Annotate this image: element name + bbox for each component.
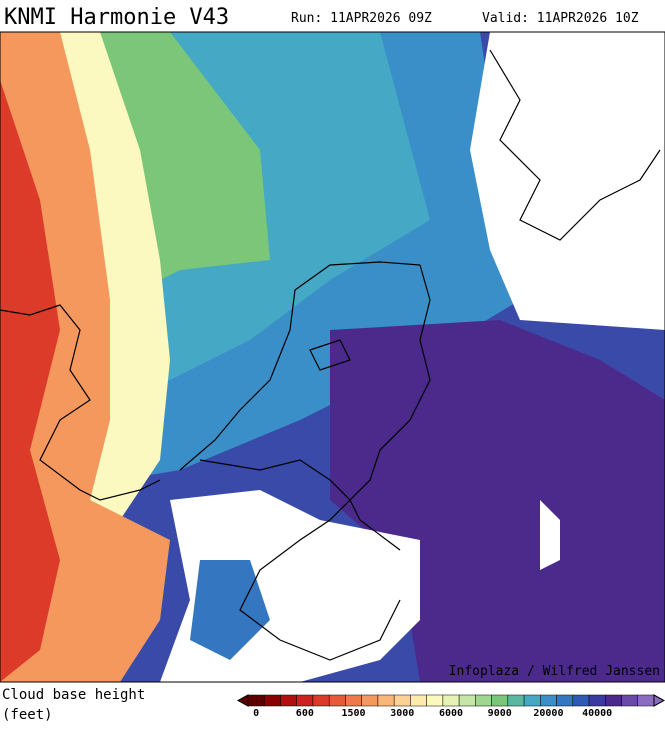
- colorbar-box: [556, 694, 574, 707]
- colorbar-box: [312, 694, 330, 707]
- colorbar-box: [280, 694, 297, 707]
- colorbar-box: [621, 694, 639, 707]
- map-frame: [0, 31, 665, 683]
- colorbar-label: 1500: [342, 708, 366, 719]
- field-clear-small: [540, 500, 560, 570]
- colorbar-box: [523, 694, 541, 707]
- valid-time: Valid: 11APR2026 10Z: [482, 11, 639, 26]
- colorbar-arrow-left: [236, 694, 249, 707]
- colorbar-box: [361, 694, 379, 707]
- colorbar-box: [507, 694, 525, 707]
- colorbar-label: 40000: [582, 708, 612, 719]
- colorbar: 0 600 1500 3000 6000 9000 20000 40000: [236, 694, 665, 719]
- ijsselmeer: [309, 339, 351, 371]
- colorbar-box: [572, 694, 590, 707]
- colorbar-box: [247, 694, 265, 707]
- border-be-fr: [199, 459, 401, 661]
- colorbar-box: [328, 694, 346, 707]
- colorbar-box: [475, 694, 492, 707]
- colorbar-box: [588, 694, 606, 707]
- colorbar-box: [410, 694, 427, 707]
- coast-uk: [0, 304, 161, 501]
- colorbar-arrow-right: [653, 694, 665, 707]
- colorbar-box: [491, 694, 509, 707]
- colorbar-label: 6000: [439, 708, 463, 719]
- coast-dk: [489, 49, 661, 241]
- colorbar-box: [263, 694, 281, 707]
- field-clear-north: [470, 32, 665, 330]
- legend-title: Cloud base height: [2, 687, 145, 703]
- credit: Infoplaza / Wilfred Janssen: [449, 664, 660, 679]
- field-red: [0, 80, 60, 682]
- colorbar-label: 3000: [390, 708, 414, 719]
- colorbar-box: [442, 694, 460, 707]
- colorbar-label: 0: [253, 708, 259, 719]
- colorbar-box: [296, 694, 314, 707]
- colorbar-box: [637, 694, 655, 707]
- colorbar-box: [426, 694, 444, 707]
- run-time: Run: 11APR2026 09Z: [291, 11, 432, 26]
- colorbar-label: 9000: [488, 708, 512, 719]
- legend-unit: (feet): [2, 707, 53, 723]
- cloud-field: [0, 32, 665, 682]
- colorbar-label: 600: [296, 708, 314, 719]
- colorbar-box: [540, 694, 557, 707]
- title: KNMI Harmonie V43: [4, 5, 229, 30]
- colorbar-box: [605, 694, 622, 707]
- colorbar-box: [458, 694, 476, 707]
- coastlines: [0, 49, 661, 661]
- colorbar-box: [377, 694, 395, 707]
- colorbar-label: 20000: [533, 708, 563, 719]
- field-blue-patch: [190, 560, 270, 660]
- colorbar-box: [345, 694, 362, 707]
- coast-nl: [179, 261, 421, 471]
- colorbar-box: [393, 694, 411, 707]
- border-de: [349, 264, 431, 551]
